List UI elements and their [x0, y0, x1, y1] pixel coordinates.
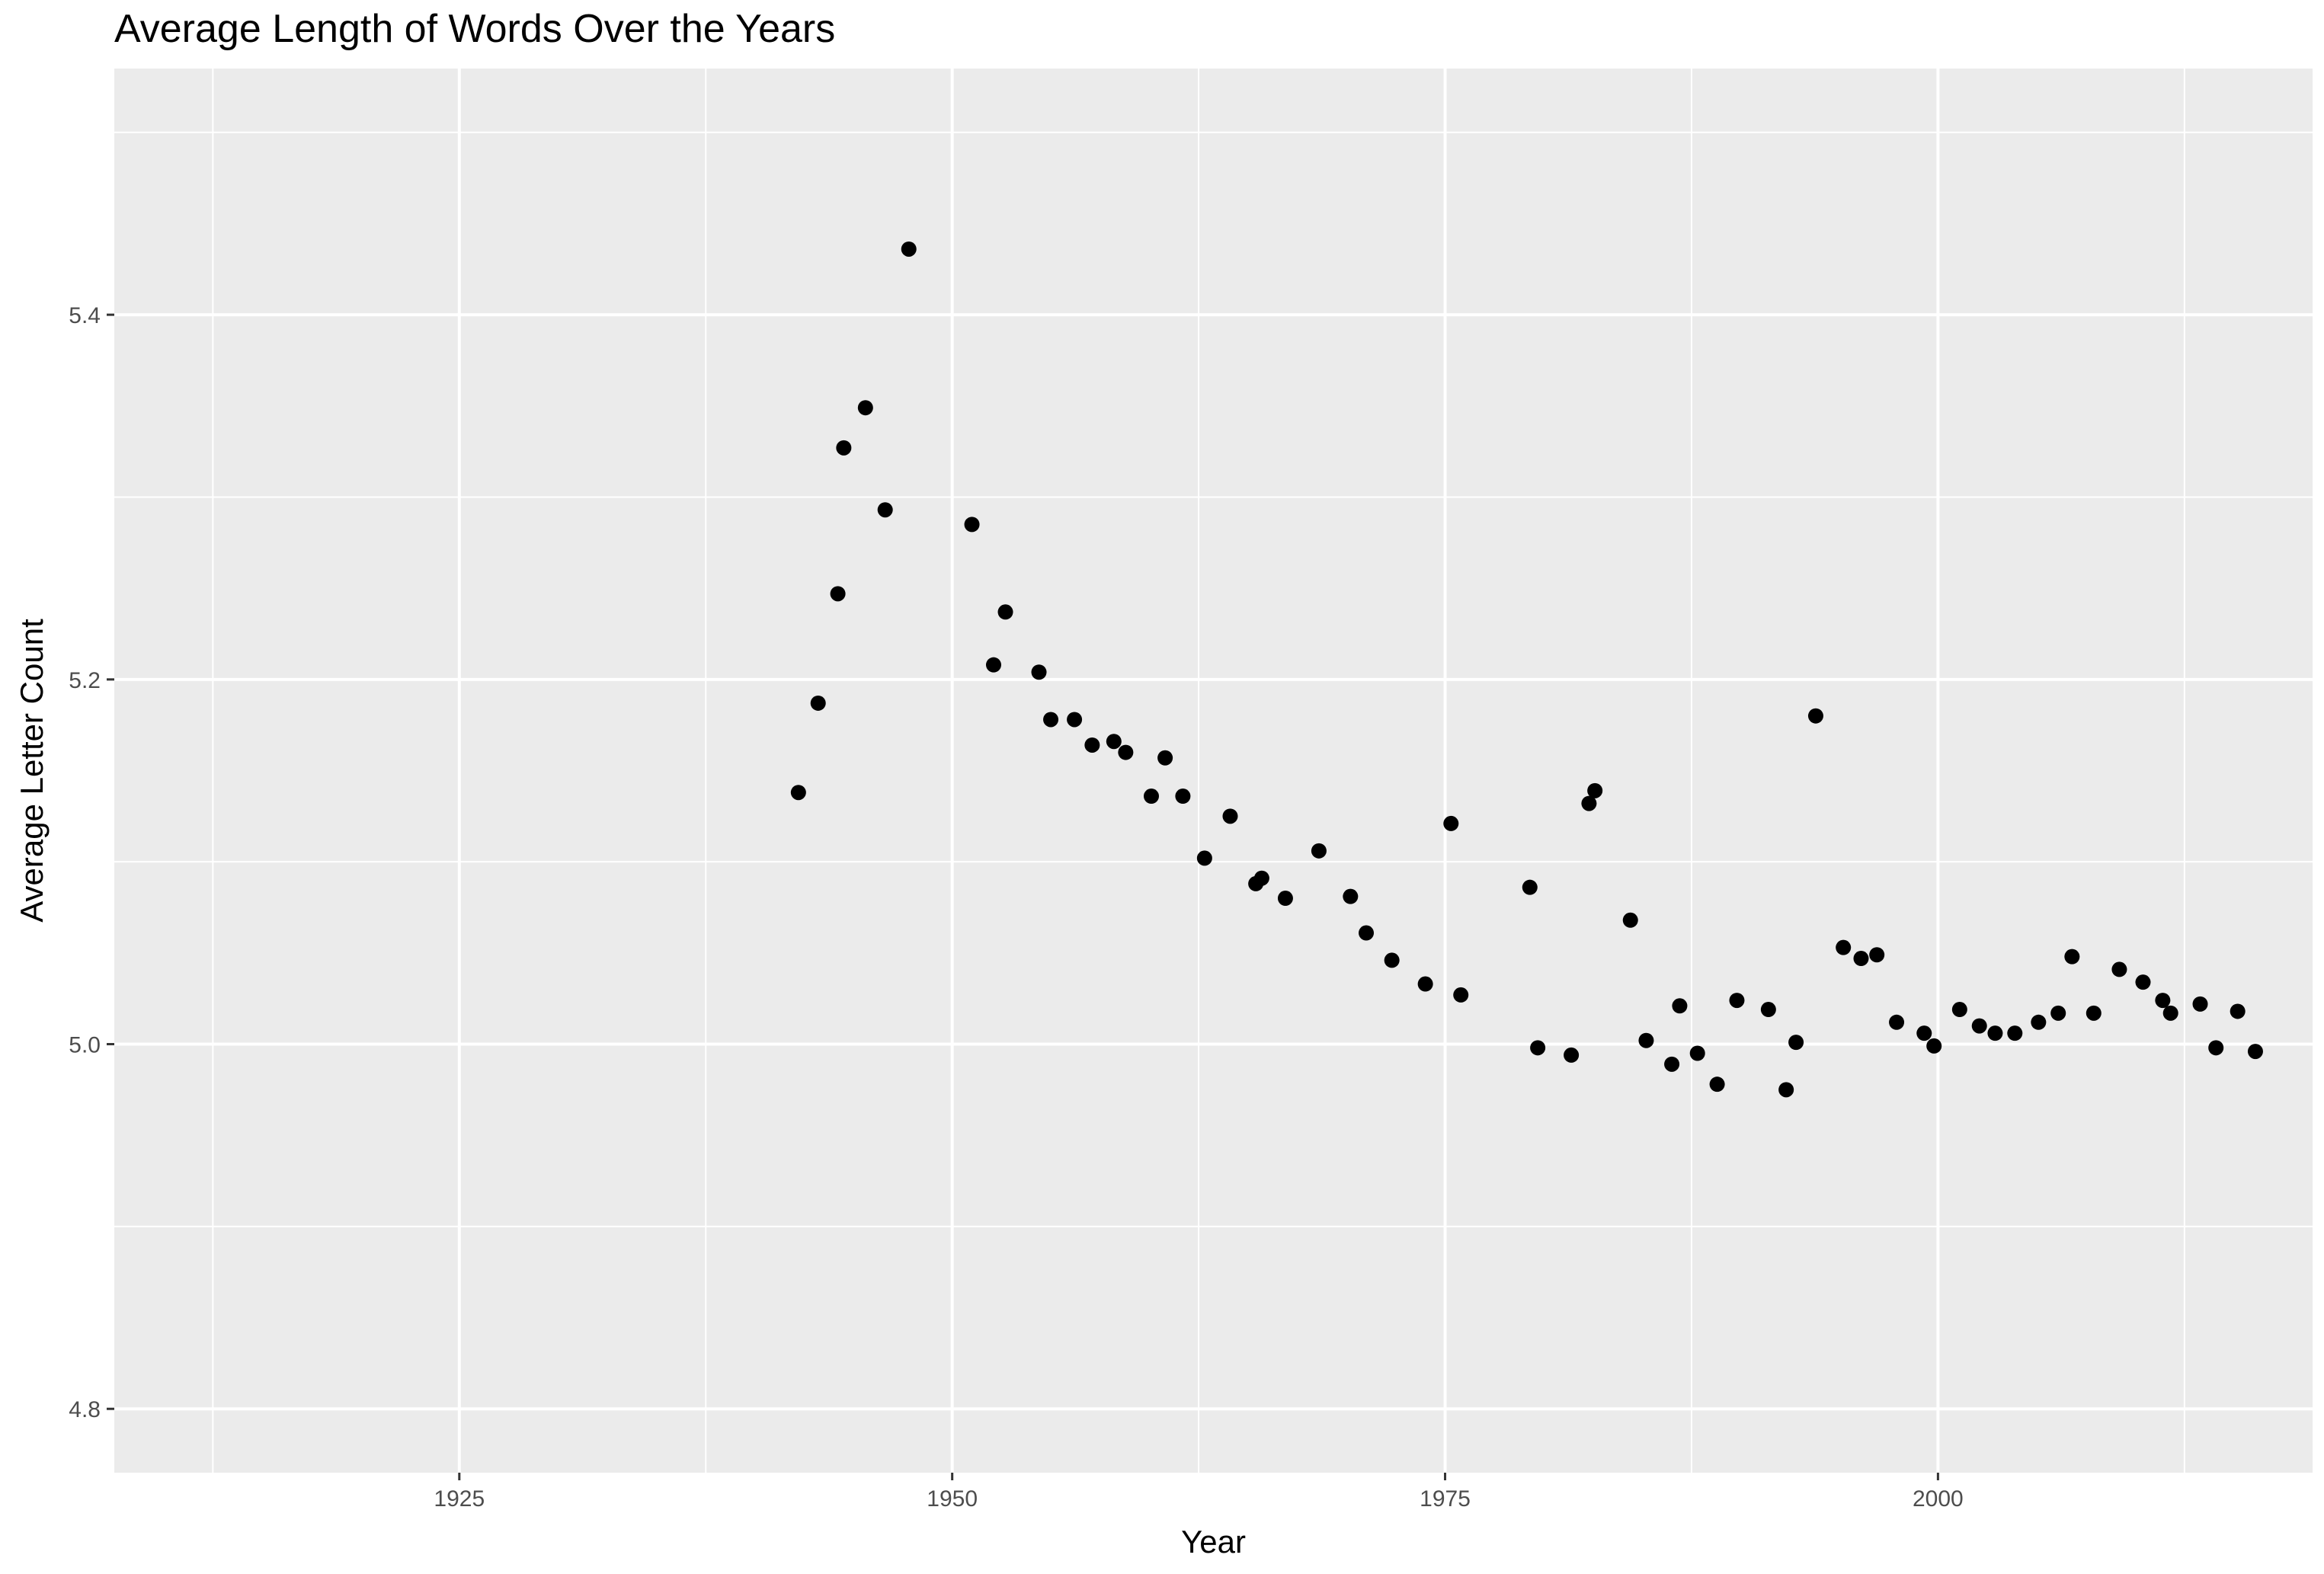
data-point	[1836, 939, 1852, 955]
data-point	[2162, 1005, 2178, 1021]
data-point	[2230, 1003, 2246, 1019]
data-point	[1729, 993, 1745, 1009]
y-axis-title: Average Letter Count	[14, 619, 50, 923]
y-tick-label: 5.0	[69, 1033, 101, 1058]
data-point	[810, 695, 826, 711]
data-point	[1788, 1035, 1804, 1051]
data-point	[2247, 1044, 2263, 1060]
data-point	[2064, 949, 2080, 965]
x-axis: 1925 1950 1975 2000	[434, 1473, 1964, 1512]
x-tick-label: 1975	[1420, 1486, 1471, 1512]
data-point	[857, 400, 873, 416]
data-point	[2155, 993, 2171, 1009]
data-point	[986, 657, 1001, 673]
data-point	[1043, 712, 1059, 728]
data-point	[1522, 879, 1538, 895]
data-point	[1031, 664, 1047, 680]
data-point	[877, 502, 893, 518]
data-point	[1253, 870, 1269, 886]
data-points	[790, 241, 2263, 1098]
x-tick-label: 1925	[434, 1486, 485, 1512]
data-point	[1157, 750, 1173, 766]
data-point	[1196, 850, 1212, 866]
y-tick-label: 5.2	[69, 668, 101, 693]
major-gridlines	[114, 69, 2313, 1473]
data-point	[1987, 1025, 2003, 1041]
data-point	[1530, 1040, 1546, 1056]
data-point	[830, 586, 846, 602]
data-point	[1951, 1002, 1967, 1018]
data-point	[1143, 789, 1159, 805]
data-point	[1916, 1025, 1932, 1041]
x-axis-title: Year	[1181, 1524, 1246, 1560]
data-point	[1889, 1014, 1905, 1030]
data-point	[2135, 974, 2151, 990]
x-tick-label: 2000	[1913, 1486, 1964, 1512]
data-point	[1118, 744, 1134, 760]
data-point	[1343, 888, 1359, 904]
data-point	[1778, 1082, 1794, 1098]
data-point	[1311, 843, 1327, 859]
y-axis: 4.8 5.0 5.2 5.4	[69, 303, 114, 1422]
data-point	[964, 517, 980, 533]
minor-gridlines	[114, 69, 2313, 1473]
data-point	[1222, 808, 1238, 824]
data-point	[1760, 1002, 1776, 1018]
y-tick-label: 4.8	[69, 1397, 101, 1422]
y-tick-label: 5.4	[69, 303, 101, 328]
data-point	[2111, 961, 2127, 977]
data-point	[1638, 1032, 1654, 1048]
data-point	[2050, 1005, 2066, 1021]
plot-panel	[114, 69, 2313, 1473]
data-point	[1971, 1018, 1987, 1034]
data-point	[1709, 1077, 1725, 1093]
data-point	[1417, 976, 1433, 992]
data-point	[997, 604, 1013, 620]
data-point	[1564, 1047, 1580, 1063]
data-point	[1277, 891, 1293, 907]
data-point	[1175, 789, 1191, 805]
data-point	[1084, 737, 1100, 753]
data-point	[1067, 712, 1083, 728]
data-point	[1926, 1038, 1942, 1054]
data-point	[1622, 912, 1638, 928]
data-point	[836, 440, 852, 456]
data-point	[1453, 987, 1469, 1003]
data-point	[2086, 1005, 2102, 1021]
data-point	[2007, 1025, 2023, 1041]
data-point	[1853, 951, 1869, 967]
data-point	[1869, 947, 1885, 963]
data-point	[1664, 1056, 1680, 1072]
data-point	[2192, 996, 2208, 1012]
data-point	[790, 785, 806, 801]
data-point	[1672, 998, 1688, 1014]
data-point	[2208, 1040, 2224, 1056]
data-point	[1587, 782, 1603, 798]
data-point	[1689, 1045, 1705, 1061]
data-point	[1807, 708, 1823, 724]
x-tick-label: 1950	[927, 1486, 978, 1512]
chart-title: Average Length of Words Over the Years	[114, 7, 836, 51]
data-point	[1443, 815, 1459, 831]
data-point	[901, 241, 917, 257]
data-point	[1581, 795, 1597, 811]
data-point	[2031, 1014, 2047, 1030]
data-point	[1359, 925, 1375, 941]
data-point	[1384, 952, 1400, 968]
data-point	[1106, 734, 1122, 750]
